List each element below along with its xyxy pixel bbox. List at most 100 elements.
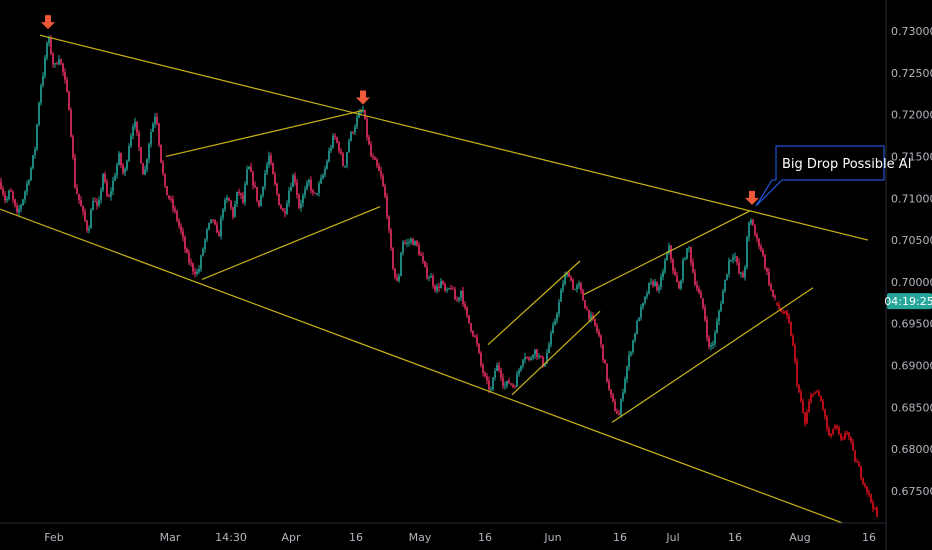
candle xyxy=(604,359,606,364)
candle xyxy=(80,196,82,207)
candle xyxy=(496,362,498,372)
candle xyxy=(102,172,104,192)
candle xyxy=(246,165,248,186)
forecast-candle xyxy=(854,449,856,463)
candle xyxy=(716,317,718,334)
candle xyxy=(416,239,418,247)
candle xyxy=(224,197,226,212)
price-tick-label: 0.69000 xyxy=(891,360,932,373)
trendline-lower-channel[interactable] xyxy=(0,208,843,524)
candle xyxy=(714,329,716,347)
price-tick-label: 0.71000 xyxy=(891,192,932,205)
candle xyxy=(606,363,608,383)
candle xyxy=(534,349,536,359)
forecast-candle xyxy=(862,477,864,486)
trendline-upper-channel[interactable] xyxy=(39,34,869,241)
candle xyxy=(236,191,238,207)
candle xyxy=(66,76,68,93)
time-tick-label: 16 xyxy=(613,531,627,544)
candle xyxy=(36,123,38,151)
candle xyxy=(524,352,526,364)
current-price-badge xyxy=(887,293,932,310)
candle xyxy=(274,171,276,186)
candle xyxy=(426,262,428,280)
price-axis[interactable]: 0.73000 0.72500 0.72000 0.71500 0.71000 0.705… xyxy=(884,0,932,550)
trendline-rise-1-bottom[interactable] xyxy=(201,206,381,280)
trendline-rise-3-bottom[interactable] xyxy=(611,287,814,423)
candle xyxy=(680,279,682,291)
candle xyxy=(488,376,490,394)
candle xyxy=(296,178,298,199)
candle xyxy=(258,199,260,208)
annotation-text: Big Drop Possible Al xyxy=(782,157,911,172)
candle xyxy=(8,189,10,201)
forecast-candle xyxy=(820,395,822,402)
candle xyxy=(538,352,540,360)
candle xyxy=(434,284,436,293)
candle xyxy=(366,115,368,141)
candle xyxy=(88,225,90,234)
candle xyxy=(638,316,640,322)
current-price-label: 04:19:25 xyxy=(884,295,932,308)
candle xyxy=(292,173,294,188)
candle xyxy=(760,243,762,252)
candle xyxy=(630,351,632,357)
candle xyxy=(384,183,386,199)
candle xyxy=(170,195,172,203)
forecast-candle xyxy=(784,310,786,315)
annotation-callout[interactable]: Big Drop Possible Al xyxy=(755,145,911,207)
time-tick-label: May xyxy=(409,531,432,544)
candle xyxy=(600,334,602,349)
forecast-candle xyxy=(876,506,878,518)
time-axis[interactable]: Feb Mar 14:30 Apr 16 May 16 Jun 16 Jul 16 Aug 16 xyxy=(0,522,886,544)
candle xyxy=(238,188,240,196)
candle xyxy=(398,273,400,283)
candle xyxy=(634,332,636,343)
candle xyxy=(490,386,492,392)
price-tick-label: 0.72500 xyxy=(891,67,932,80)
candle xyxy=(374,156,376,160)
candle xyxy=(318,180,320,197)
candle xyxy=(702,298,704,310)
candle xyxy=(264,170,266,190)
candle xyxy=(718,309,720,326)
candle xyxy=(712,340,714,350)
forecast-candle xyxy=(832,428,834,436)
candle xyxy=(98,196,100,208)
annotation-callout-shape xyxy=(755,145,885,207)
candle xyxy=(110,187,112,201)
candle xyxy=(254,181,256,189)
trendline-rise-1-top[interactable] xyxy=(165,109,364,158)
candle xyxy=(432,273,434,289)
candle xyxy=(336,136,338,144)
candle xyxy=(184,235,186,253)
candle xyxy=(620,398,622,418)
forecast-candle xyxy=(778,301,780,310)
trendline-rise-2-bottom[interactable] xyxy=(511,310,601,396)
candle xyxy=(486,373,488,385)
candle xyxy=(446,287,448,293)
trendline-rise-2-top[interactable] xyxy=(487,260,581,346)
candle xyxy=(404,239,406,246)
trendline-rise-3-top[interactable] xyxy=(583,210,751,295)
candle xyxy=(554,318,556,326)
candle xyxy=(610,389,612,399)
candle xyxy=(700,289,702,299)
candle xyxy=(128,143,130,163)
candle xyxy=(20,203,22,213)
candle xyxy=(100,187,102,204)
candle xyxy=(484,371,486,378)
candle xyxy=(180,223,182,235)
candle xyxy=(766,267,768,276)
forecast-candle xyxy=(860,465,862,481)
candle xyxy=(752,218,754,226)
forecast-candle xyxy=(814,391,816,395)
forecast-candle xyxy=(840,433,842,441)
candle xyxy=(586,305,588,311)
candle xyxy=(6,196,8,203)
candle xyxy=(492,376,494,392)
candle xyxy=(270,152,272,166)
candle xyxy=(728,257,730,278)
candle xyxy=(744,265,746,281)
